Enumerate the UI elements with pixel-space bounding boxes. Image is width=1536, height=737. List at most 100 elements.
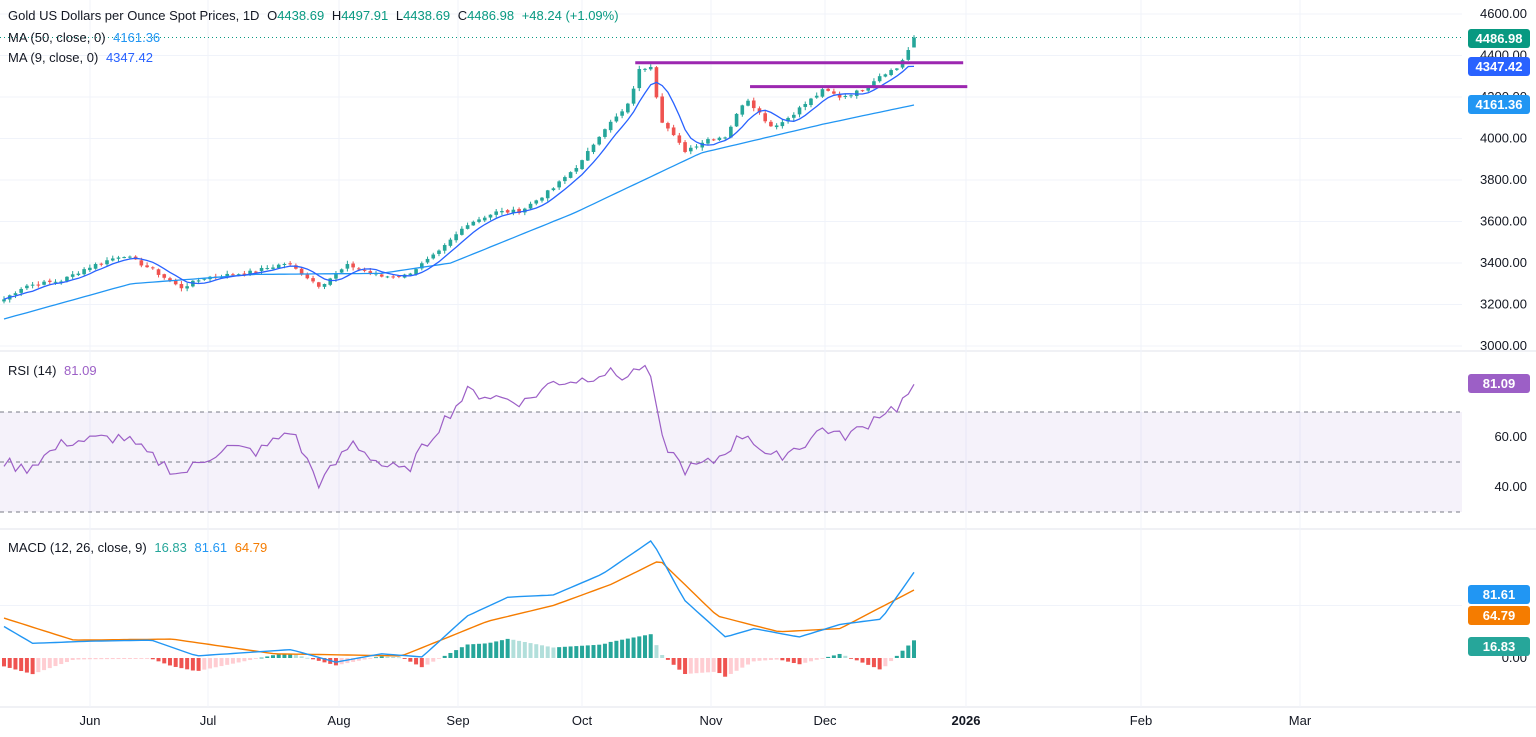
- macd-histogram-bar: [471, 644, 476, 658]
- candle: [814, 95, 819, 98]
- macd-signal-value: 64.79: [234, 540, 268, 555]
- candle: [500, 211, 504, 213]
- candle: [763, 113, 767, 122]
- candle: [82, 269, 86, 275]
- ma9-value: 4347.42: [105, 50, 153, 65]
- x-tick-label: Sep: [446, 713, 469, 728]
- candle: [585, 151, 590, 161]
- candle: [746, 100, 750, 106]
- candle: [47, 280, 52, 282]
- candle: [30, 284, 35, 286]
- macd-histogram-bar: [53, 658, 58, 667]
- candle: [460, 228, 464, 235]
- candle: [76, 273, 81, 276]
- candle: [448, 239, 453, 246]
- candle: [419, 263, 424, 269]
- macd-histogram-bar: [351, 658, 356, 662]
- candle: [391, 276, 395, 278]
- macd-histogram-bar: [591, 645, 596, 658]
- macd-histogram-bar: [683, 658, 688, 675]
- macd-histogram-bar: [425, 658, 430, 665]
- macd-histogram-bar: [539, 645, 544, 658]
- macd-histogram-bar: [436, 658, 441, 659]
- macd-histogram-bar: [740, 658, 745, 668]
- candle: [580, 160, 584, 170]
- macd-histogram-bar: [791, 658, 796, 664]
- legend-title: Gold US Dollars per Ounce Spot Prices, 1…: [8, 8, 260, 23]
- price-tick-label: 3600.00: [1480, 214, 1527, 229]
- legend-low-group: L4438.69: [396, 8, 450, 23]
- macd-histogram-bar: [511, 639, 516, 658]
- macd-histogram-bar: [105, 658, 110, 660]
- rsi-value: 81.09: [64, 363, 97, 378]
- legend-change: +48.24 (+1.09%): [521, 8, 619, 23]
- signal-value-badge: 64.79: [1468, 606, 1530, 625]
- candle: [608, 121, 613, 131]
- candle: [156, 269, 161, 275]
- macd-histogram-bar: [871, 658, 876, 668]
- candle: [557, 181, 561, 188]
- ma9-label: MA (9, close, 0): [8, 50, 99, 65]
- x-tick-label: Feb: [1130, 713, 1152, 728]
- macd-histogram-bar: [826, 656, 831, 658]
- macd-histogram-bar: [654, 645, 659, 658]
- candle: [465, 225, 470, 229]
- macd-histogram-bar: [30, 658, 35, 675]
- macd-histogram-bar: [236, 658, 241, 663]
- candle: [322, 283, 327, 287]
- macd-histogram-bar: [362, 658, 367, 660]
- candle: [70, 274, 75, 277]
- macd-histogram-bar: [631, 637, 636, 658]
- macd-histogram-bar: [196, 658, 201, 671]
- candle: [36, 284, 41, 286]
- macd-histogram-bar: [190, 658, 195, 671]
- rsi-label: RSI (14): [8, 363, 57, 378]
- x-tick-label: Nov: [699, 713, 723, 728]
- candle: [706, 139, 710, 144]
- macd-histogram-bar: [768, 658, 773, 660]
- macd-histogram-bar: [797, 658, 802, 665]
- macd-histogram-bar: [568, 646, 573, 658]
- macd-histogram-bar: [139, 658, 144, 659]
- macd-histogram-bar: [763, 658, 768, 661]
- macd-histogram-bar: [906, 645, 911, 658]
- macd-histogram-bar: [585, 645, 590, 658]
- price-tick-label: 4000.00: [1480, 131, 1527, 146]
- macd-histogram-bar: [288, 653, 293, 658]
- macd-histogram-bar: [7, 658, 12, 668]
- candle: [895, 68, 899, 70]
- macd-histogram-bar: [42, 658, 47, 671]
- candle: [65, 276, 69, 282]
- candle: [425, 258, 430, 263]
- candle: [660, 96, 664, 123]
- x-tick-label: Dec: [813, 713, 837, 728]
- macd-histogram-bar: [293, 654, 298, 658]
- macd-histogram-bar: [282, 654, 287, 658]
- macd-histogram-bar: [734, 658, 739, 671]
- candle: [202, 278, 207, 280]
- macd-histogram-bar: [414, 658, 419, 665]
- candle: [797, 107, 802, 115]
- macd-histogram-bar: [671, 658, 676, 665]
- macd-histogram-bar: [557, 647, 562, 658]
- candle: [683, 142, 687, 152]
- x-tick-label: Oct: [572, 713, 593, 728]
- price-tick-label: 3800.00: [1480, 172, 1527, 187]
- macd-histogram-bar: [299, 656, 304, 658]
- candle: [757, 108, 762, 113]
- candle: [19, 288, 23, 293]
- macd-histogram-bar: [202, 658, 207, 670]
- candle: [631, 88, 636, 104]
- candle: [620, 111, 624, 116]
- candle: [162, 274, 167, 278]
- candle: [116, 257, 121, 259]
- macd-histogram-bar: [499, 640, 504, 658]
- candle: [345, 264, 350, 269]
- macd-histogram-bar: [620, 639, 625, 658]
- candle: [849, 95, 853, 97]
- candle: [889, 70, 893, 76]
- macd-histogram-bar: [774, 658, 779, 660]
- macd-histogram-bar: [156, 658, 161, 662]
